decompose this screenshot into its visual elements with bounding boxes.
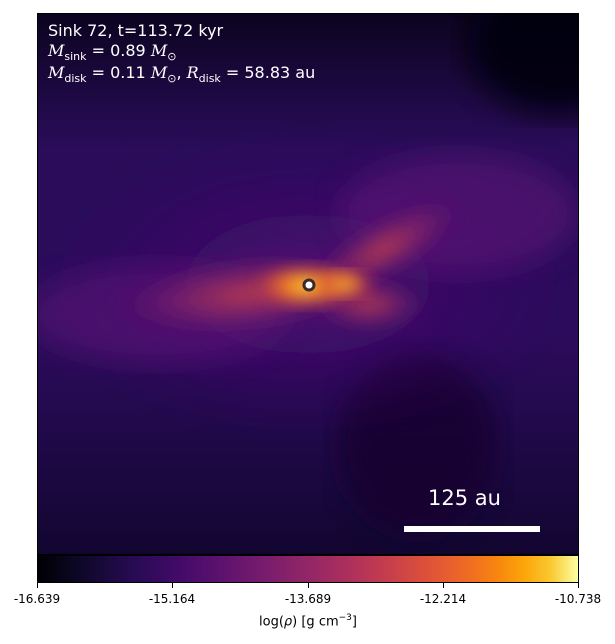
colorbar-tick — [308, 583, 309, 588]
colorbar-label: log(ρ) [g cm−3] — [259, 613, 357, 630]
annotation-title: Sink 72, t=113.72 kyr — [48, 21, 224, 40]
colorbar-tick — [443, 583, 444, 588]
colorbar-tick-label: -12.214 — [419, 592, 467, 606]
colorbar-tick-label: -10.738 — [554, 592, 602, 606]
scale-bar-label: 125 au — [428, 486, 501, 510]
density-image — [38, 14, 578, 554]
colorbar-tick — [172, 583, 173, 588]
colorbar-tick — [578, 583, 579, 588]
annotation-msink: Msink = 0.89 M⊙ — [48, 41, 177, 64]
msink-value: 0.89 — [110, 41, 146, 60]
annotation-disk: Mdisk = 0.11 M⊙, Rdisk = 58.83 au — [48, 63, 316, 86]
sink-marker — [302, 278, 316, 292]
colorbar-tick — [37, 583, 38, 588]
density-map: Sink 72, t=113.72 kyr Msink = 0.89 M⊙ Md… — [37, 13, 579, 555]
colorbar-tick-label: -16.639 — [13, 592, 61, 606]
colorbar-tick-label: -13.689 — [284, 592, 332, 606]
colorbar — [37, 555, 579, 583]
rdisk-value: 58.83 — [244, 63, 291, 82]
scale-bar — [404, 526, 540, 532]
mdisk-value: 0.11 — [110, 63, 146, 82]
colorbar-tick-label: -15.164 — [148, 592, 196, 606]
